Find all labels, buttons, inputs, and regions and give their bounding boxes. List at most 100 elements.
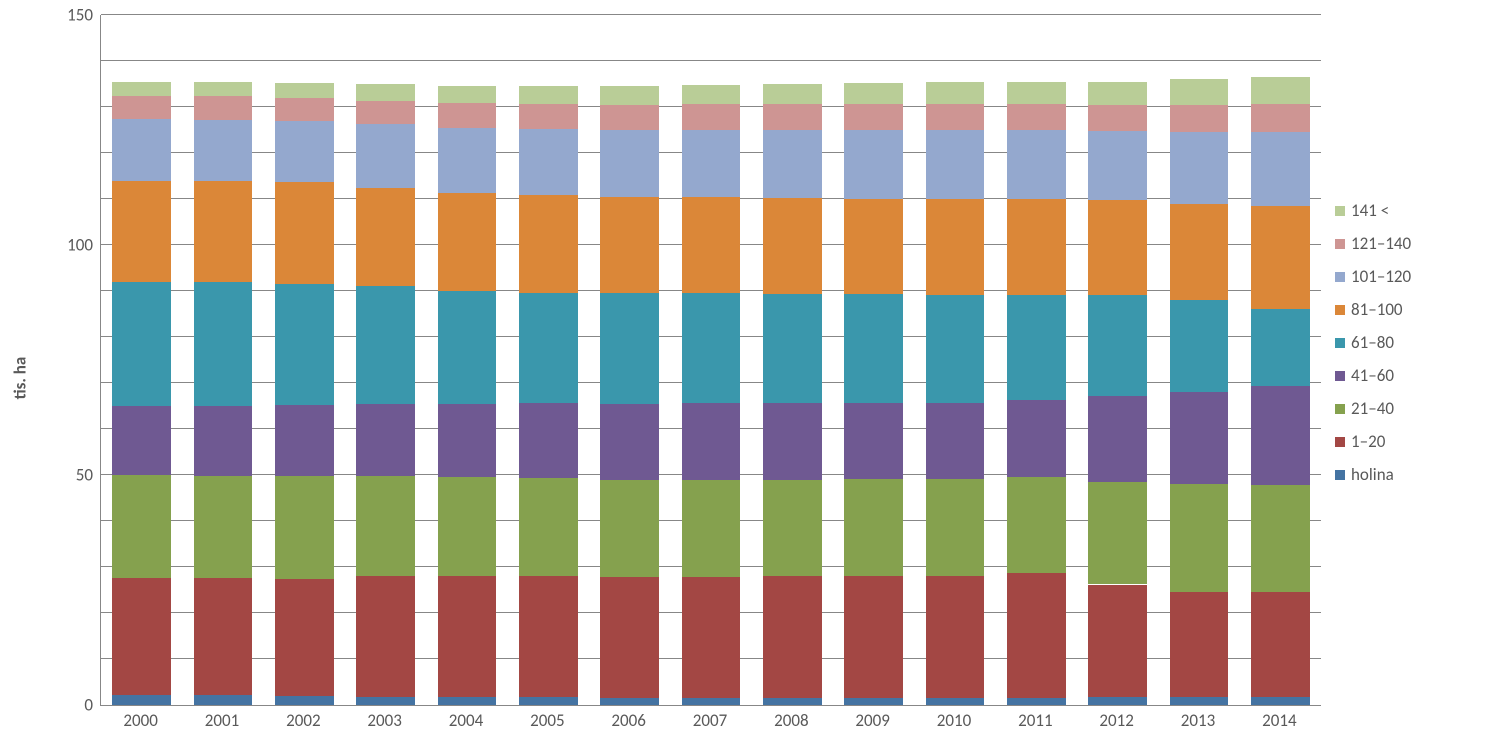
bar-segment-s121_140	[1007, 104, 1066, 130]
bar-segment-s81_100	[112, 181, 171, 282]
bar-segment-s21_40	[763, 480, 822, 577]
x-tick-label: 2009	[833, 710, 913, 731]
bar-segment-holina	[600, 698, 659, 705]
bar-segment-s101_120	[275, 121, 334, 182]
bar-segment-s121_140	[438, 103, 497, 127]
bar-segment-s121_140	[275, 98, 334, 121]
bar-segment-s21_40	[1088, 482, 1147, 585]
bar-segment-s61_80	[844, 294, 903, 403]
bar-segment-s61_80	[763, 294, 822, 403]
bar-segment-s61_80	[1088, 295, 1147, 396]
bar-segment-s101_120	[844, 130, 903, 199]
bar-segment-s41_60	[844, 403, 903, 479]
bar-segment-holina	[1007, 698, 1066, 705]
bar-segment-holina	[194, 695, 253, 705]
bar-segment-s121_140	[1251, 104, 1310, 133]
x-tick-label: 2008	[751, 710, 831, 731]
legend-label: 81–100	[1351, 299, 1403, 320]
bar-segment-s81_100	[763, 198, 822, 294]
bar-segment-s81_100	[438, 193, 497, 291]
bar-segment-s121_140	[519, 104, 578, 129]
bar-segment-s121_140	[356, 101, 415, 125]
bar-segment-s61_80	[275, 284, 334, 405]
x-tick-label: 2007	[670, 710, 750, 731]
legend-swatch	[1335, 404, 1345, 414]
bar-segment-s81_100	[682, 197, 741, 293]
legend-label: 121–140	[1351, 233, 1411, 254]
bar-segment-s141	[1088, 82, 1147, 105]
bar-segment-s81_100	[926, 199, 985, 295]
x-tick-label: 2014	[1239, 710, 1319, 731]
bar-segment-holina	[438, 697, 497, 705]
legend-swatch	[1335, 206, 1345, 216]
bar-segment-s101_120	[519, 129, 578, 195]
legend-swatch	[1335, 338, 1345, 348]
bar-segment-s141	[519, 86, 578, 104]
legend-label: 21–40	[1351, 398, 1394, 419]
bar-segment-s41_60	[438, 404, 497, 478]
bar-segment-s21_40	[600, 480, 659, 578]
bar-segment-holina	[763, 698, 822, 705]
legend-label: 101–120	[1351, 266, 1411, 287]
chart-container: tis. ha 141 <121–140101–12081–10061–8041…	[0, 0, 1498, 755]
bar-segment-s21_40	[682, 480, 741, 578]
bar-segment-holina	[519, 697, 578, 705]
bar-segment-s101_120	[194, 120, 253, 181]
legend-swatch	[1335, 437, 1345, 447]
bar-segment-s41_60	[682, 403, 741, 479]
legend-item-s141: 141 <	[1335, 200, 1485, 221]
bar-segment-s141	[926, 82, 985, 104]
bar-segment-holina	[1251, 697, 1310, 705]
bar-segment-s1_20	[844, 576, 903, 698]
bar-segment-s21_40	[519, 478, 578, 576]
legend-label: holina	[1351, 464, 1394, 485]
bar-segment-holina	[682, 698, 741, 705]
bar-segment-s81_100	[1251, 206, 1310, 310]
bar-segment-s121_140	[112, 96, 171, 119]
gridline	[101, 14, 1321, 15]
x-tick-label: 2001	[182, 710, 262, 731]
legend-label: 61–80	[1351, 332, 1394, 353]
legend-item-s41_60: 41–60	[1335, 365, 1485, 386]
bar-segment-s81_100	[1088, 200, 1147, 294]
legend-swatch	[1335, 305, 1345, 315]
bar-segment-s41_60	[600, 404, 659, 480]
legend-item-s101_120: 101–120	[1335, 266, 1485, 287]
bar-segment-s61_80	[1007, 295, 1066, 401]
legend-item-s21_40: 21–40	[1335, 398, 1485, 419]
bar-segment-s61_80	[438, 291, 497, 404]
bar-segment-holina	[1088, 697, 1147, 705]
bar-segment-s1_20	[194, 578, 253, 695]
bar-segment-s1_20	[1007, 573, 1066, 697]
bar-segment-s121_140	[682, 104, 741, 129]
legend-item-s121_140: 121–140	[1335, 233, 1485, 254]
bar-segment-s41_60	[926, 403, 985, 479]
bar-segment-s121_140	[1088, 105, 1147, 132]
y-tick-label: 100	[33, 235, 93, 256]
legend-label: 1–20	[1351, 431, 1385, 452]
legend-swatch	[1335, 239, 1345, 249]
x-tick-label: 2002	[263, 710, 343, 731]
bar-segment-holina	[1170, 697, 1229, 705]
bar-segment-s141	[763, 84, 822, 105]
bar-segment-s101_120	[356, 124, 415, 187]
bar-segment-s1_20	[1251, 592, 1310, 697]
bar-segment-s101_120	[600, 130, 659, 197]
bar-segment-s141	[1170, 79, 1229, 104]
bar-segment-s81_100	[356, 188, 415, 287]
bar-segment-s41_60	[275, 405, 334, 476]
bar-segment-s141	[438, 86, 497, 103]
bar-segment-s141	[275, 83, 334, 98]
bar-segment-s121_140	[600, 105, 659, 130]
bar-segment-s141	[600, 86, 659, 104]
bar-segment-s61_80	[356, 286, 415, 403]
legend-item-s61_80: 61–80	[1335, 332, 1485, 353]
bar-segment-s61_80	[519, 293, 578, 403]
bar-segment-s141	[1251, 77, 1310, 104]
bar-segment-holina	[844, 698, 903, 705]
bar-segment-s1_20	[1088, 585, 1147, 698]
bar-segment-s1_20	[682, 577, 741, 698]
legend-swatch	[1335, 470, 1345, 480]
bar-segment-s21_40	[926, 479, 985, 576]
bar-segment-s21_40	[194, 476, 253, 577]
